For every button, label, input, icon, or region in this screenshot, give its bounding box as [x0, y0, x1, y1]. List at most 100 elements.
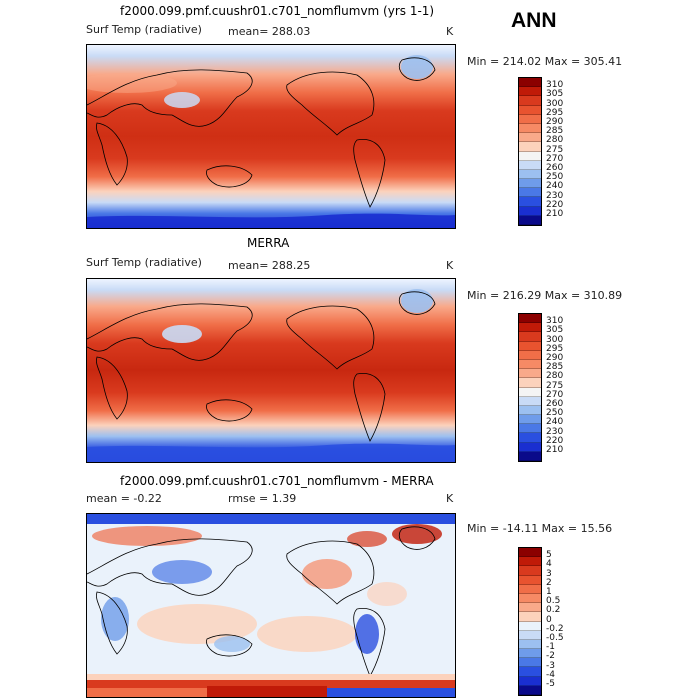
colorbar-box — [519, 548, 541, 558]
colorbar-box — [519, 649, 541, 659]
panel1-variable-label: Surf Temp (radiative) — [86, 23, 202, 36]
colorbar-box — [519, 378, 541, 388]
colorbar-box — [519, 133, 541, 143]
colorbar-tick-label: -0.2 — [546, 623, 564, 634]
colorbar-tick-label: 4 — [546, 559, 552, 570]
panel3-mean: mean = -0.22 — [86, 492, 162, 505]
season-label: ANN — [511, 9, 557, 32]
colorbar-tick-label: 310 — [546, 80, 564, 91]
colorbar-tick-label: 220 — [546, 435, 564, 446]
panel2-map — [86, 278, 456, 463]
panel3-colorbar — [518, 547, 542, 696]
colorbar-tick-label: 275 — [546, 144, 564, 155]
colorbar-tick-label: 305 — [546, 325, 564, 336]
colorbar-box — [519, 78, 541, 88]
colorbar-tick-label: 270 — [546, 153, 564, 164]
colorbar-tick-label: 2 — [546, 577, 552, 588]
colorbar-tick-label: -5 — [546, 679, 555, 689]
panel1-mean: mean= 288.03 — [228, 25, 311, 38]
colorbar-box — [519, 169, 541, 180]
panel2-units: K — [446, 259, 454, 272]
colorbar-box — [519, 603, 541, 613]
colorbar-tick-label: 250 — [546, 408, 564, 419]
colorbar-box — [519, 593, 541, 604]
colorbar-tick-label: -2 — [546, 651, 555, 662]
panel2-title: MERRA — [247, 236, 290, 250]
colorbar-box — [519, 557, 541, 567]
colorbar-box — [519, 621, 541, 631]
colorbar-box — [519, 188, 541, 198]
colorbar-box — [519, 676, 541, 686]
colorbar-box — [519, 197, 541, 207]
panel2-variable-label: Surf Temp (radiative) — [86, 256, 202, 269]
panel3-units: K — [446, 492, 454, 505]
panel3-rmse: rmse = 1.39 — [228, 492, 297, 505]
colorbar-box — [519, 685, 541, 695]
panel2-min-max: Min = 216.29 Max = 310.89 — [467, 289, 623, 302]
colorbar-tick-label: 210 — [546, 445, 564, 455]
colorbar-box — [519, 630, 541, 640]
colorbar-tick-label: 0.2 — [546, 605, 561, 616]
colorbar-box — [519, 369, 541, 379]
colorbar-tick-label: 240 — [546, 181, 564, 192]
panel3-title: f2000.099.pmf.cuushr01.c701_nomflumvm - … — [120, 474, 434, 488]
colorbar-box — [519, 405, 541, 416]
colorbar-tick-label: 295 — [546, 343, 564, 354]
colorbar-tick-label: -4 — [546, 669, 555, 680]
colorbar-box — [519, 387, 541, 397]
colorbar-tick-label: 310 — [546, 316, 564, 327]
colorbar-box — [519, 206, 541, 216]
colorbar-box — [519, 350, 541, 360]
colorbar-tick-label: 290 — [546, 353, 564, 363]
colorbar-tick-label: -3 — [546, 660, 555, 671]
colorbar-tick-label: -1 — [546, 642, 555, 653]
colorbar-tick-label: 305 — [546, 89, 564, 100]
colorbar-tick-label: 0.5 — [546, 596, 561, 607]
panel1-map — [86, 44, 456, 229]
colorbar-tick-label: 220 — [546, 199, 564, 210]
colorbar-tick-label: 3 — [546, 568, 552, 579]
colorbar-box — [519, 105, 541, 115]
colorbar-tick-label: 285 — [546, 362, 564, 373]
colorbar-box — [519, 96, 541, 106]
colorbar-tick-label: -0.5 — [546, 633, 564, 643]
colorbar-tick-label: 230 — [546, 190, 564, 201]
colorbar-tick-label: 230 — [546, 426, 564, 437]
colorbar-tick-label: 0 — [546, 614, 552, 625]
colorbar-tick-label: 1 — [546, 587, 552, 597]
colorbar-box — [519, 341, 541, 351]
colorbar-box — [519, 442, 541, 452]
colorbar-box — [519, 451, 541, 461]
colorbar-tick-label: 280 — [546, 371, 564, 382]
colorbar-tick-label: 285 — [546, 126, 564, 137]
colorbar-box — [519, 433, 541, 443]
panel1-min-max: Min = 214.02 Max = 305.41 — [467, 55, 623, 68]
colorbar-box — [519, 415, 541, 425]
colorbar-box — [519, 160, 541, 170]
panel1-title: f2000.099.pmf.cuushr01.c701_nomflumvm (y… — [120, 4, 435, 18]
colorbar-box — [519, 359, 541, 370]
colorbar-box — [519, 123, 541, 134]
colorbar-box — [519, 179, 541, 189]
panel3-min-max: Min = -14.11 Max = 15.56 — [467, 522, 613, 535]
colorbar-box — [519, 612, 541, 622]
colorbar-tick-label: 270 — [546, 389, 564, 400]
colorbar-box — [519, 584, 541, 594]
colorbar-box — [519, 323, 541, 333]
colorbar-tick-label: 275 — [546, 380, 564, 391]
colorbar-tick-label: 260 — [546, 399, 564, 409]
colorbar-tick-label: 295 — [546, 107, 564, 118]
colorbar-tick-label: 210 — [546, 209, 564, 219]
colorbar-box — [519, 639, 541, 650]
colorbar-tick-label: 290 — [546, 117, 564, 127]
panel2-field — [87, 279, 455, 462]
panel3-map — [86, 513, 456, 698]
colorbar-tick-label: 5 — [546, 550, 552, 561]
colorbar-box — [519, 658, 541, 668]
panel1-colorbar — [518, 77, 542, 226]
colorbar-tick-label: 260 — [546, 163, 564, 173]
colorbar-tick-label: 300 — [546, 334, 564, 345]
colorbar-tick-label: 240 — [546, 417, 564, 428]
colorbar-tick-label: 250 — [546, 172, 564, 183]
colorbar-box — [519, 87, 541, 97]
